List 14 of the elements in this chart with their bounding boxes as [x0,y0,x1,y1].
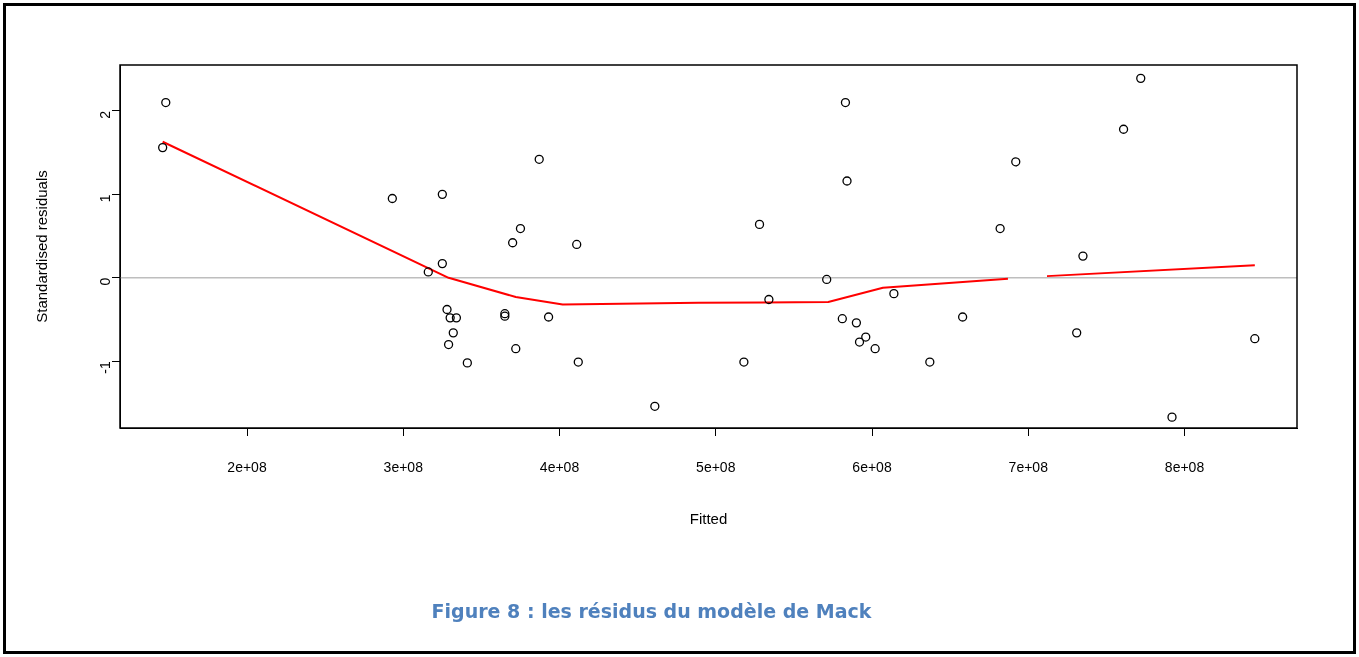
caption: Figure 8 : les résidus du modèle de Mack [430,600,873,622]
x-tick-label: 6e+08 [852,459,892,476]
x-tick-label: 3e+08 [383,459,424,476]
x-axis-title: Fitted [689,510,728,528]
x-tick-label: 8e+08 [1164,459,1205,476]
x-tick-label: 2e+08 [227,459,267,476]
x-tick-label: 4e+08 [539,459,580,476]
y-tick-label: 1 [96,194,113,203]
x-tick-label: 5e+08 [696,459,736,476]
y-tick-label: 0 [96,277,113,286]
y-tick-label: -1 [96,361,113,374]
x-tick-label: 7e+08 [1008,459,1049,476]
y-tick-label: 2 [96,110,113,119]
y-axis-title: Standardised residuals [33,170,51,323]
